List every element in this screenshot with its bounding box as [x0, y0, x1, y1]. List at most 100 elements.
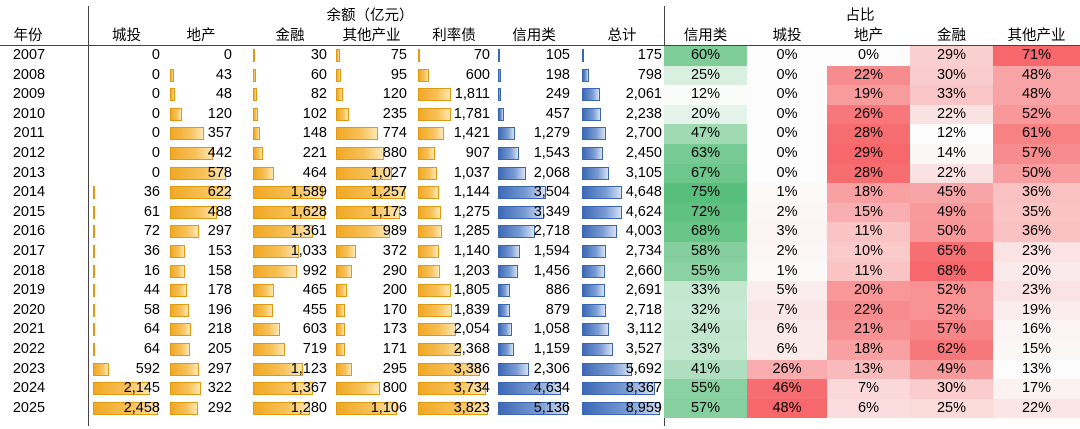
balance-data-bar	[253, 264, 297, 278]
balance-cell: 1,140	[418, 242, 490, 262]
balance-data-bar	[336, 323, 346, 337]
share-heat-cell: 58%	[664, 242, 747, 262]
balance-cell: 455	[253, 301, 327, 321]
balance-data-bar	[418, 323, 456, 337]
balance-data-bar	[93, 401, 158, 415]
balance-cell: 36	[93, 183, 160, 203]
share-heat-cell: 15%	[827, 202, 910, 223]
balance-value: 64	[143, 341, 160, 357]
balance-data-bar	[336, 362, 353, 376]
balance-cell: 603	[253, 320, 327, 340]
balance-cell: 3,105	[582, 164, 662, 184]
balance-data-bar	[336, 284, 347, 298]
balance-col-header-5: 信用类	[512, 28, 556, 44]
balance-data-bar	[170, 107, 182, 121]
balance-cell: 36	[93, 242, 160, 262]
balance-data-bar	[582, 205, 623, 219]
balance-value: 8,367	[625, 380, 662, 397]
balance-cell: 774	[336, 124, 407, 144]
balance-data-bar	[418, 382, 487, 396]
balance-cell: 372	[336, 242, 407, 262]
balance-cell: 0	[93, 164, 160, 184]
balance-cell: 1,027	[336, 164, 407, 184]
balance-data-bar	[582, 107, 602, 121]
balance-data-bar	[93, 225, 95, 239]
balance-cell: 1,203	[418, 262, 490, 282]
balance-cell: 64	[93, 320, 160, 340]
balance-data-bar	[498, 362, 530, 376]
balance-data-bar	[170, 225, 199, 239]
year-cell: 2023	[12, 360, 46, 377]
balance-cell: 322	[170, 379, 232, 399]
balance-cell: 290	[336, 262, 407, 282]
balance-cell: 1,144	[418, 183, 490, 203]
year-column-header: 年份	[13, 28, 43, 44]
balance-data-bar	[336, 186, 405, 200]
share-heat-cell: 36%	[993, 222, 1080, 242]
share-heat-cell: 3%	[747, 222, 827, 242]
balance-cell: 30	[253, 46, 327, 66]
balance-value: 464	[302, 164, 327, 181]
balance-cell: 221	[253, 144, 327, 164]
balance-value: 60	[310, 66, 327, 83]
share-heat-cell: 52%	[993, 104, 1080, 125]
balance-value: 120	[207, 105, 232, 122]
share-heat-cell: 20%	[993, 261, 1080, 282]
balance-cell: 218	[170, 320, 232, 340]
balance-cell: 170	[336, 301, 407, 321]
year-cell: 2021	[12, 321, 46, 338]
balance-data-bar	[418, 225, 442, 239]
balance-data-bar	[170, 205, 218, 219]
balance-value: 30	[310, 47, 327, 63]
balance-value: 295	[382, 360, 407, 377]
balance-value: 1,280	[290, 399, 327, 416]
balance-data-bar	[582, 225, 617, 239]
balance-cell: 5,136	[498, 399, 570, 419]
balance-data-bar	[498, 245, 520, 258]
balance-data-bar	[253, 49, 255, 62]
balance-value: 105	[545, 47, 570, 63]
balance-cell: 2,238	[582, 105, 662, 125]
balance-data-bar	[582, 88, 600, 102]
share-heat-cell: 18%	[827, 340, 910, 360]
balance-data-bar	[418, 205, 442, 219]
balance-cell: 2,450	[582, 144, 662, 164]
balance-cell: 622	[170, 183, 232, 203]
balance-cell: 297	[170, 222, 232, 242]
share-heat-cell: 41%	[664, 359, 747, 380]
balance-value: 1,106	[370, 399, 407, 416]
balance-cell: 178	[170, 281, 232, 301]
balance-cell: 0	[93, 105, 160, 125]
balance-value: 5,692	[625, 360, 662, 377]
balance-cell: 2,054	[418, 320, 490, 340]
balance-data-bar	[253, 382, 314, 396]
share-heat-cell: 33%	[664, 340, 747, 360]
balance-data-bar	[336, 205, 401, 219]
balance-cell: 70	[418, 46, 490, 66]
balance-cell: 1,159	[498, 340, 570, 360]
balance-cell: 1,280	[253, 399, 327, 419]
balance-cell: 249	[498, 85, 570, 105]
balance-cell: 5,692	[582, 360, 662, 380]
balance-value: 75	[390, 47, 407, 63]
balance-cell: 64	[93, 340, 160, 360]
share-heat-cell: 28%	[827, 124, 910, 144]
share-heat-cell: 22%	[827, 300, 910, 321]
share-heat-cell: 52%	[910, 300, 993, 321]
share-heat-cell: 65%	[910, 242, 993, 262]
balance-data-bar	[582, 382, 655, 396]
balance-cell: 235	[336, 105, 407, 125]
share-heat-cell: 49%	[910, 202, 993, 223]
balance-cell: 196	[170, 301, 232, 321]
share-col-header-3: 金融	[937, 28, 966, 44]
balance-data-bar	[253, 205, 325, 219]
balance-value: 2,734	[625, 243, 662, 259]
balance-value: 2,660	[625, 262, 662, 279]
balance-cell: 158	[170, 262, 232, 282]
balance-value: 3,105	[625, 164, 662, 181]
balance-cell: 879	[498, 301, 570, 321]
share-heat-cell: 29%	[827, 144, 910, 164]
balance-value: 1,203	[453, 262, 490, 279]
balance-cell: 2,734	[582, 242, 662, 262]
share-heat-cell: 5%	[747, 281, 827, 301]
